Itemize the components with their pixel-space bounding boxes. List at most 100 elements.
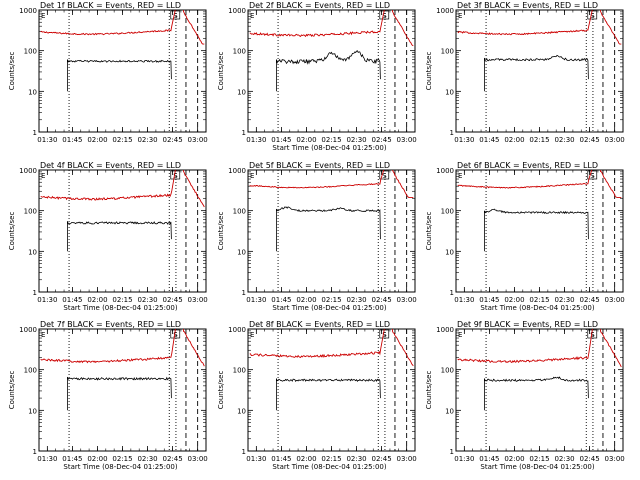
series-lld-line: [249, 329, 414, 367]
plot-frame: [38, 169, 207, 293]
x-tick-label: 02:30: [346, 455, 366, 463]
panel-title: Det 3f BLACK = Events, RED = LLD: [457, 1, 598, 10]
x-axis-label: Start Time (08-Dec-04 01:25:00): [272, 304, 386, 312]
x-tick-label: 01:45: [479, 296, 499, 304]
series-events-line: [483, 208, 589, 252]
y-tick-label: 10: [445, 407, 454, 415]
corner-mark-left: E: [250, 12, 254, 20]
y-tick-label: 100: [233, 367, 246, 375]
x-axis-label: Start Time (08-Dec-04 01:25:00): [480, 304, 594, 312]
panel-title: Det 4f BLACK = Events, RED = LLD: [40, 161, 181, 170]
x-axis-label: Start Time (08-Dec-04 01:25:00): [63, 304, 177, 312]
y-tick-label: 100: [24, 367, 37, 375]
x-tick-label: 02:00: [296, 136, 316, 144]
corner-mark-left: E: [458, 12, 462, 20]
series-events-line: [275, 206, 381, 252]
panel-title: Det 7f BLACK = Events, RED = LLD: [40, 320, 181, 329]
x-tick-label: 02:15: [112, 455, 132, 463]
panel-title: Det 9f BLACK = Events, RED = LLD: [457, 320, 598, 329]
x-tick-label: 02:45: [163, 296, 183, 304]
x-tick-label: 02:00: [504, 296, 524, 304]
x-tick-label: 03:00: [605, 455, 625, 463]
panel-title: Det 2f BLACK = Events, RED = LLD: [249, 1, 390, 10]
x-tick-label: 02:00: [87, 136, 107, 144]
x-tick-label: 03:00: [188, 455, 208, 463]
x-tick-label: 03:00: [397, 455, 417, 463]
x-axis-label: Start Time (08-Dec-04 01:25:00): [272, 463, 386, 471]
series-lld-line: [457, 329, 622, 368]
y-tick-label: 10: [237, 407, 246, 415]
x-tick-label: 03:00: [397, 136, 417, 144]
corner-mark-left: E: [458, 172, 462, 180]
x-tick-label: 02:00: [296, 455, 316, 463]
x-axis-label: Start Time (08-Dec-04 01:25:00): [63, 463, 177, 471]
x-tick-label: 02:45: [372, 296, 392, 304]
x-tick-label: 01:30: [246, 296, 266, 304]
y-tick-label: 100: [24, 48, 37, 56]
x-tick-label: 02:45: [372, 455, 392, 463]
y-tick-label: 10: [28, 407, 37, 415]
y-tick-label: 1000: [228, 167, 246, 175]
corner-mark-left: E: [250, 172, 254, 180]
y-tick-label: 10: [445, 88, 454, 96]
panel-title: Det 1f BLACK = Events, RED = LLD: [40, 1, 181, 10]
y-tick-label: 10: [237, 248, 246, 256]
plot-frame: [38, 328, 207, 452]
panel-7: Det 7f BLACK = Events, RED = LLD Counts/s…: [8, 320, 208, 471]
x-tick-label: 01:45: [271, 455, 291, 463]
x-tick-label: 02:45: [580, 136, 600, 144]
corner-mark-left: E: [458, 331, 462, 339]
series-lld-line: [40, 170, 205, 208]
x-tick-label: 02:15: [321, 136, 341, 144]
plot-frame: [455, 9, 624, 133]
y-tick-label: 100: [233, 208, 246, 216]
x-tick-label: 02:15: [529, 455, 549, 463]
x-tick-label: 02:15: [112, 296, 132, 304]
corner-mark-left: E: [41, 331, 45, 339]
x-tick-label: 02:30: [137, 296, 157, 304]
y-tick-label: 1: [33, 448, 37, 456]
plot-frame: [247, 169, 416, 293]
y-tick-label: 1: [242, 448, 246, 456]
x-tick-label: 01:45: [479, 136, 499, 144]
series-lld-line: [457, 10, 622, 45]
x-tick-label: 02:30: [554, 455, 574, 463]
corner-mark-left: E: [41, 172, 45, 180]
y-tick-label: 10: [237, 88, 246, 96]
y-axis-label: Counts/sec: [8, 371, 16, 410]
x-tick-label: 01:30: [454, 296, 474, 304]
series-events-line: [67, 221, 172, 252]
x-tick-label: 02:15: [321, 296, 341, 304]
plot-frame: [455, 328, 624, 452]
y-tick-label: 100: [233, 48, 246, 56]
x-tick-label: 02:30: [554, 296, 574, 304]
y-axis-label: Counts/sec: [217, 52, 225, 91]
plot-frame: [247, 328, 416, 452]
y-tick-label: 1: [450, 129, 454, 137]
x-tick-label: 02:45: [580, 296, 600, 304]
x-tick-label: 02:00: [87, 296, 107, 304]
y-tick-label: 1000: [228, 7, 246, 15]
x-tick-label: 03:00: [605, 136, 625, 144]
y-tick-label: 1: [242, 289, 246, 297]
x-tick-label: 03:00: [188, 136, 208, 144]
x-tick-label: 02:00: [87, 455, 107, 463]
y-tick-label: 10: [28, 248, 37, 256]
y-axis-label: Counts/sec: [425, 52, 433, 91]
y-tick-label: 1000: [436, 7, 454, 15]
series-events-line: [67, 59, 172, 92]
panel-2: Det 2f BLACK = Events, RED = LLD Counts/s…: [217, 1, 417, 152]
plot-frame: [38, 9, 207, 133]
panel-title: Det 6f BLACK = Events, RED = LLD: [457, 161, 598, 170]
x-tick-label: 03:00: [605, 296, 625, 304]
x-tick-label: 02:15: [112, 136, 132, 144]
x-tick-label: 02:00: [504, 136, 524, 144]
x-axis-label: Start Time (08-Dec-04 01:25:00): [480, 463, 594, 471]
series-events-line: [275, 378, 381, 411]
y-tick-label: 100: [441, 48, 454, 56]
x-tick-label: 01:45: [479, 455, 499, 463]
corner-mark-box: [587, 170, 598, 180]
panel-1: Det 1f BLACK = Events, RED = LLD Counts/s…: [8, 1, 208, 144]
x-tick-label: 01:30: [454, 136, 474, 144]
